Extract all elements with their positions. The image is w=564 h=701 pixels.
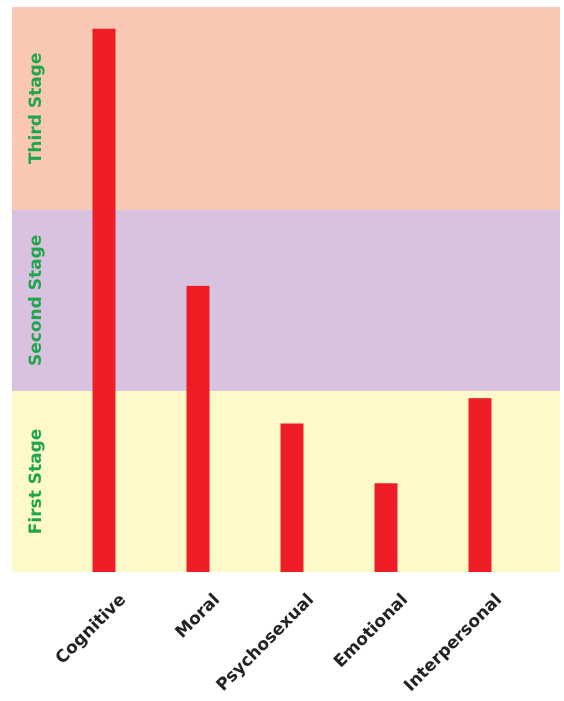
bar-interpersonal [468, 398, 492, 572]
bar-cognitive [92, 28, 116, 572]
bar-psychosexual [280, 423, 304, 572]
band-label-third-stage: Third Stage [26, 53, 46, 165]
band-label-first-stage: First Stage [26, 429, 46, 535]
band-label-second-stage: Second Stage [26, 235, 46, 366]
category-label-psychosexual: Psychosexual [212, 590, 318, 696]
bar-emotional [374, 483, 398, 572]
category-label-cognitive: Cognitive [52, 590, 130, 668]
category-label-moral: Moral [171, 590, 224, 643]
category-label-emotional: Emotional [330, 590, 412, 672]
bars [92, 28, 492, 572]
category-label-interpersonal: Interpersonal [400, 590, 506, 696]
bar-moral [186, 285, 210, 572]
